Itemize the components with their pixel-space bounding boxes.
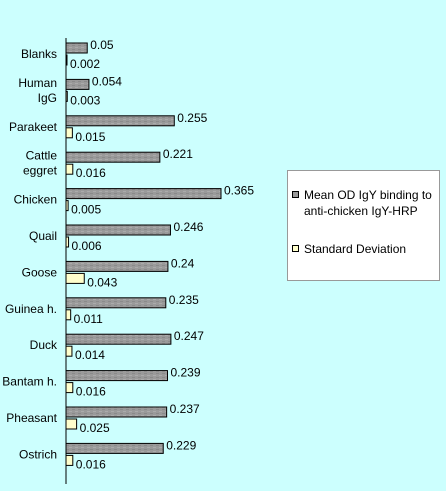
bar-sd xyxy=(65,418,78,430)
data-label-mean: 0.05 xyxy=(90,38,114,52)
data-label-sd: 0.002 xyxy=(70,57,100,71)
data-label-mean: 0.221 xyxy=(163,147,193,161)
category-label: Quail xyxy=(29,229,57,243)
bar-sd xyxy=(65,382,74,394)
data-label-sd: 0.043 xyxy=(87,275,117,289)
bar-sd xyxy=(65,200,69,212)
category-label: Ostrich xyxy=(19,447,57,461)
bar-sd xyxy=(65,345,73,357)
data-label-sd: 0.016 xyxy=(76,457,106,471)
bar-sd xyxy=(65,54,68,66)
data-label-sd: 0.016 xyxy=(76,166,106,180)
legend-swatch-sd xyxy=(292,245,299,252)
data-label-sd: 0.003 xyxy=(70,93,100,107)
category-label: Blanks xyxy=(21,47,57,61)
data-label-mean: 0.054 xyxy=(92,74,122,88)
bar-sd xyxy=(65,127,73,139)
legend-label-sd: Standard Deviation xyxy=(304,242,407,256)
data-label-sd: 0.011 xyxy=(74,312,103,326)
bar-mean xyxy=(65,370,168,382)
bar-mean xyxy=(65,260,169,272)
category-label: Guinea h. xyxy=(5,302,57,316)
bar-mean xyxy=(65,297,167,309)
data-label-mean: 0.235 xyxy=(169,293,199,307)
data-label-mean: 0.229 xyxy=(166,438,196,452)
data-label-sd: 0.014 xyxy=(75,348,105,362)
category-label: Goose xyxy=(22,265,58,279)
category-label: Duck xyxy=(30,338,58,352)
category-label: Bantam h. xyxy=(2,375,57,389)
bar-mean xyxy=(65,406,168,418)
bar-mean xyxy=(65,224,171,236)
bar-mean xyxy=(65,151,161,163)
data-label-sd: 0.006 xyxy=(72,239,102,253)
bar-sd xyxy=(65,272,85,284)
data-label-mean: 0.24 xyxy=(171,256,195,270)
bar-mean xyxy=(65,188,222,200)
data-label-sd: 0.015 xyxy=(75,130,105,144)
bar-sd xyxy=(65,90,68,102)
legend-label-mean: Mean OD IgY binding to anti-chicken IgY-… xyxy=(304,188,432,218)
data-label-mean: 0.237 xyxy=(170,402,200,416)
data-label-mean: 0.365 xyxy=(224,184,254,198)
category-label: Human IgG xyxy=(18,76,57,105)
bar-mean xyxy=(65,442,164,454)
bar-mean xyxy=(65,115,175,127)
category-label: Pheasant xyxy=(6,411,57,425)
bar-mean xyxy=(65,42,88,54)
data-label-mean: 0.246 xyxy=(173,220,203,234)
bar-sd xyxy=(65,236,70,248)
legend-swatch-mean xyxy=(292,191,299,198)
bar-sd xyxy=(65,454,74,466)
legend: Mean OD IgY binding to anti-chicken IgY-… xyxy=(287,170,440,281)
bar-sd xyxy=(65,309,72,321)
data-label-sd: 0.016 xyxy=(76,385,106,399)
bar-mean xyxy=(65,333,172,345)
data-label-mean: 0.239 xyxy=(170,366,200,380)
data-label-mean: 0.247 xyxy=(174,329,204,343)
category-label: Chicken xyxy=(14,193,57,207)
data-label-mean: 0.255 xyxy=(177,111,207,125)
bar-sd xyxy=(65,163,74,175)
category-label: Parakeet xyxy=(9,120,58,134)
data-label-sd: 0.025 xyxy=(80,421,110,435)
bar-mean xyxy=(65,78,90,90)
data-label-sd: 0.005 xyxy=(71,203,101,217)
category-label: Cattle eggret xyxy=(23,149,58,178)
